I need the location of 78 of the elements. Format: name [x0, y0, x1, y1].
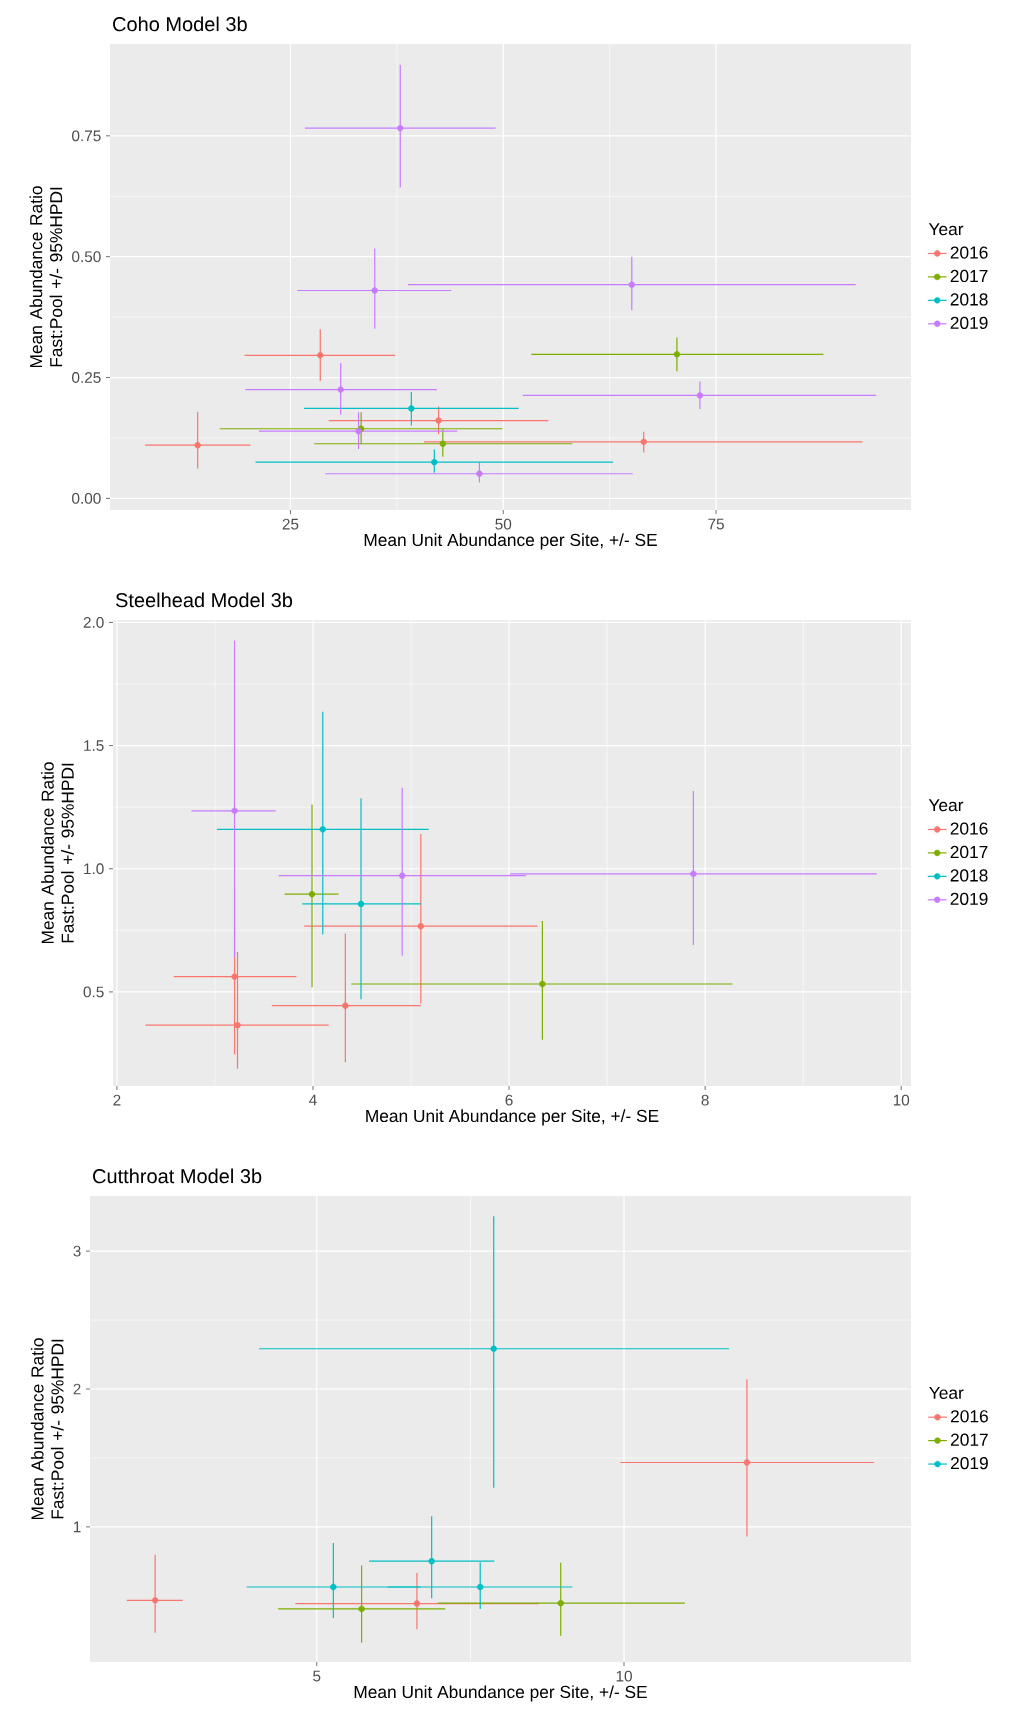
- legend-label: 2016: [950, 246, 988, 259]
- point: [330, 1583, 337, 1591]
- point: [476, 470, 483, 477]
- point: [151, 1597, 159, 1604]
- x-tick-label: 50: [495, 518, 512, 530]
- point: [428, 1558, 435, 1565]
- legend-label: 2016: [951, 1410, 988, 1423]
- y-tick-label: 2: [73, 1383, 81, 1395]
- point: [408, 405, 415, 412]
- legend-title: Year: [928, 799, 964, 812]
- point: [490, 1345, 497, 1352]
- x-tick-label: 4: [309, 1094, 317, 1106]
- legend-label: 2019: [950, 316, 988, 329]
- legend-label: 2017: [950, 269, 988, 283]
- y-tick-label: 0.5: [83, 986, 104, 998]
- point: [399, 872, 406, 879]
- y-tick-label: 1.0: [84, 863, 104, 875]
- x-axis-title: Mean Unit Abundance per Site, +/- SE: [354, 1685, 647, 1702]
- y-tick-label: 0.00: [72, 492, 101, 504]
- point: [342, 1002, 349, 1009]
- x-tick-label: 25: [282, 518, 299, 530]
- point: [557, 1599, 564, 1607]
- x-axis-title: Mean Unit Abundance per Site, +/- SE: [366, 1109, 659, 1126]
- x-axis-title: Mean Unit Abundance per Site, +/- SE: [364, 533, 657, 550]
- chart-title: Cutthroat Model 3b: [93, 1168, 262, 1184]
- point: [435, 417, 442, 424]
- y-axis-title: Mean Abundance Ratio Fast:Pool +/- 95%HPDI: [30, 1338, 64, 1520]
- y-tick-label: 3: [73, 1245, 81, 1257]
- point: [337, 386, 344, 393]
- point: [397, 124, 404, 132]
- x-tick-label: 2: [113, 1094, 121, 1106]
- legend-label: 2019: [950, 892, 988, 905]
- legend-label: 2018: [950, 869, 988, 882]
- point: [640, 438, 647, 446]
- point: [477, 1583, 484, 1591]
- point: [358, 1605, 365, 1613]
- y-tick-label: 0.50: [72, 251, 101, 263]
- point: [439, 440, 447, 447]
- chart-title: Coho Model 3b: [113, 16, 247, 32]
- point: [417, 922, 425, 930]
- point: [357, 900, 365, 908]
- legend-label: 2016: [950, 822, 988, 835]
- point: [194, 442, 201, 449]
- point: [539, 980, 546, 988]
- legend-title: Year: [929, 1386, 964, 1399]
- legend-label: 2018: [950, 293, 988, 306]
- x-tick-label: 75: [708, 518, 724, 530]
- legend-label: 2017: [951, 1433, 988, 1446]
- point: [231, 973, 238, 980]
- x-tick-label: 5: [313, 1670, 321, 1682]
- x-tick-label: 10: [893, 1094, 910, 1106]
- legend-label: 2017: [950, 845, 988, 859]
- point: [308, 890, 316, 898]
- legend-title: Year: [928, 223, 964, 236]
- x-tick-label: 6: [505, 1094, 513, 1106]
- point: [628, 281, 635, 288]
- point: [234, 1021, 241, 1029]
- point: [696, 392, 704, 399]
- y-axis-title: Mean Abundance Ratio Fast:Pool +/- 95%HPDI: [29, 186, 63, 368]
- point: [413, 1600, 421, 1607]
- y-tick-label: 1: [73, 1521, 81, 1533]
- point: [673, 351, 681, 358]
- legend-label: 2019: [951, 1457, 988, 1470]
- y-tick-label: 2.0: [83, 617, 104, 628]
- x-tick-label: 8: [701, 1094, 709, 1106]
- x-tick-label: 10: [616, 1670, 632, 1682]
- y-tick-label: 0.25: [72, 372, 101, 383]
- point: [371, 287, 378, 294]
- point: [317, 352, 324, 359]
- point: [431, 458, 438, 466]
- y-tick-label: 1.5: [84, 740, 104, 751]
- point: [690, 870, 697, 878]
- point: [319, 826, 326, 833]
- y-axis-title: Mean Abundance Ratio Fast:Pool +/- 95%HPDI: [41, 762, 74, 944]
- chart-title: Steelhead Model 3b: [115, 592, 293, 608]
- y-tick-label: 0.75: [72, 130, 101, 142]
- point: [743, 1459, 751, 1466]
- point: [231, 807, 238, 815]
